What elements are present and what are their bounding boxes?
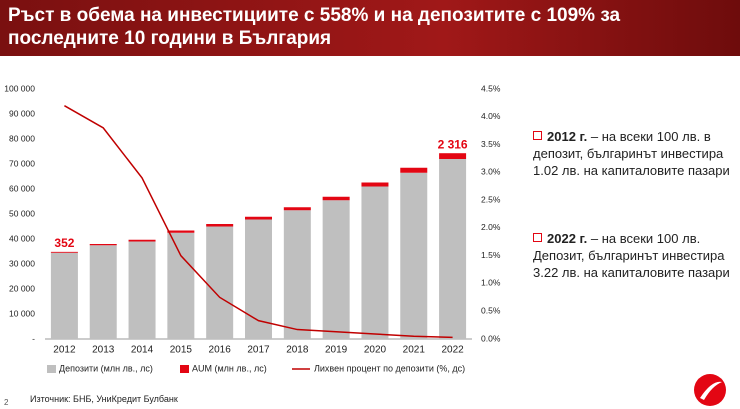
data-label: 352 <box>54 236 74 250</box>
legend-label: Лихвен процент по депозити (%, дс) <box>314 363 465 373</box>
y2-tick-label: 4.0% <box>481 111 501 121</box>
y2-tick-label: 0.0% <box>481 333 501 343</box>
y-tick-label: - <box>32 333 35 343</box>
note-year: 2012 г. <box>547 129 588 144</box>
x-tick-label: 2015 <box>170 345 193 356</box>
note: 2022 г. – на всеки 100 лв. Депозит, бълг… <box>533 230 738 281</box>
bar <box>89 245 117 339</box>
bar <box>128 239 156 242</box>
x-tick-label: 2021 <box>403 345 426 356</box>
bar <box>439 153 467 159</box>
legend-label: AUM (млн лв., лс) <box>192 363 267 373</box>
bar <box>245 216 272 220</box>
line <box>64 105 453 339</box>
y-tick-label: 20 000 <box>9 283 35 293</box>
y-tick-label: 50 000 <box>9 208 35 218</box>
logo-swoosh <box>700 381 722 400</box>
legend-label: Депозити (млн лв., лс) <box>59 363 153 373</box>
x-tick-label: 2014 <box>131 345 154 356</box>
bar <box>283 210 311 339</box>
y-tick-label: 60 000 <box>9 183 35 193</box>
data-label: 2 316 <box>438 137 468 151</box>
y2-tick-label: 3.0% <box>481 167 501 177</box>
legend-swatch <box>180 365 189 373</box>
note-text: – на всеки 100 лв. в депозит, българинът… <box>533 129 730 178</box>
bar <box>245 219 272 339</box>
y-tick-label: 100 000 <box>4 83 35 93</box>
bar <box>361 182 389 187</box>
note: 2012 г. – на всеки 100 лв. в депозит, бъ… <box>533 128 738 179</box>
bar <box>128 241 156 339</box>
source: Източник: БНБ, УниКредит Булбанк <box>30 394 178 404</box>
x-tick-label: 2013 <box>92 345 115 356</box>
y2-tick-label: 3.5% <box>481 139 501 149</box>
bar <box>206 226 234 339</box>
y2-tick-label: 2.0% <box>481 222 501 232</box>
y2-tick-label: 0.5% <box>481 305 501 315</box>
bar <box>50 251 78 253</box>
y2-tick-label: 1.0% <box>481 278 501 288</box>
y2-tick-label: 4.5% <box>481 83 501 93</box>
y-tick-label: 70 000 <box>9 158 35 168</box>
x-tick-label: 2019 <box>325 345 348 356</box>
bullet <box>533 131 542 140</box>
bar <box>322 196 350 201</box>
chart-title: Ръст в обема на инвестициите с 558% и на… <box>8 5 621 49</box>
y2-tick-label: 2.5% <box>481 194 501 204</box>
y-tick-label: 30 000 <box>9 258 35 268</box>
x-tick-label: 2012 <box>53 345 76 356</box>
bar <box>89 244 117 246</box>
y-tick-label: 80 000 <box>9 133 35 143</box>
bar <box>361 186 389 339</box>
bar <box>50 252 78 339</box>
y-tick-label: 10 000 <box>9 308 35 318</box>
note-year: 2022 г. <box>547 231 588 246</box>
bullet <box>533 233 542 242</box>
title-banner: Ръст в обема на инвестициите с 558% и на… <box>0 0 740 56</box>
x-tick-label: 2016 <box>209 345 232 356</box>
bar <box>400 167 428 173</box>
page-number: 2 <box>4 398 9 407</box>
x-tick-label: 2018 <box>286 345 309 356</box>
x-tick-label: 2022 <box>441 345 464 356</box>
bar <box>400 172 428 339</box>
bar <box>167 232 195 339</box>
bar <box>439 159 467 339</box>
y2-tick-label: 1.5% <box>481 250 501 260</box>
bar <box>283 207 311 211</box>
y-tick-label: 90 000 <box>9 108 35 118</box>
bar <box>206 224 234 227</box>
note-text: – на всеки 100 лв. Депозит, българинът и… <box>533 231 730 280</box>
bar <box>322 200 350 339</box>
bar <box>167 230 195 233</box>
x-tick-label: 2020 <box>364 345 387 356</box>
y-tick-label: 40 000 <box>9 233 35 243</box>
legend-swatch <box>47 365 56 373</box>
x-tick-label: 2017 <box>247 345 270 356</box>
